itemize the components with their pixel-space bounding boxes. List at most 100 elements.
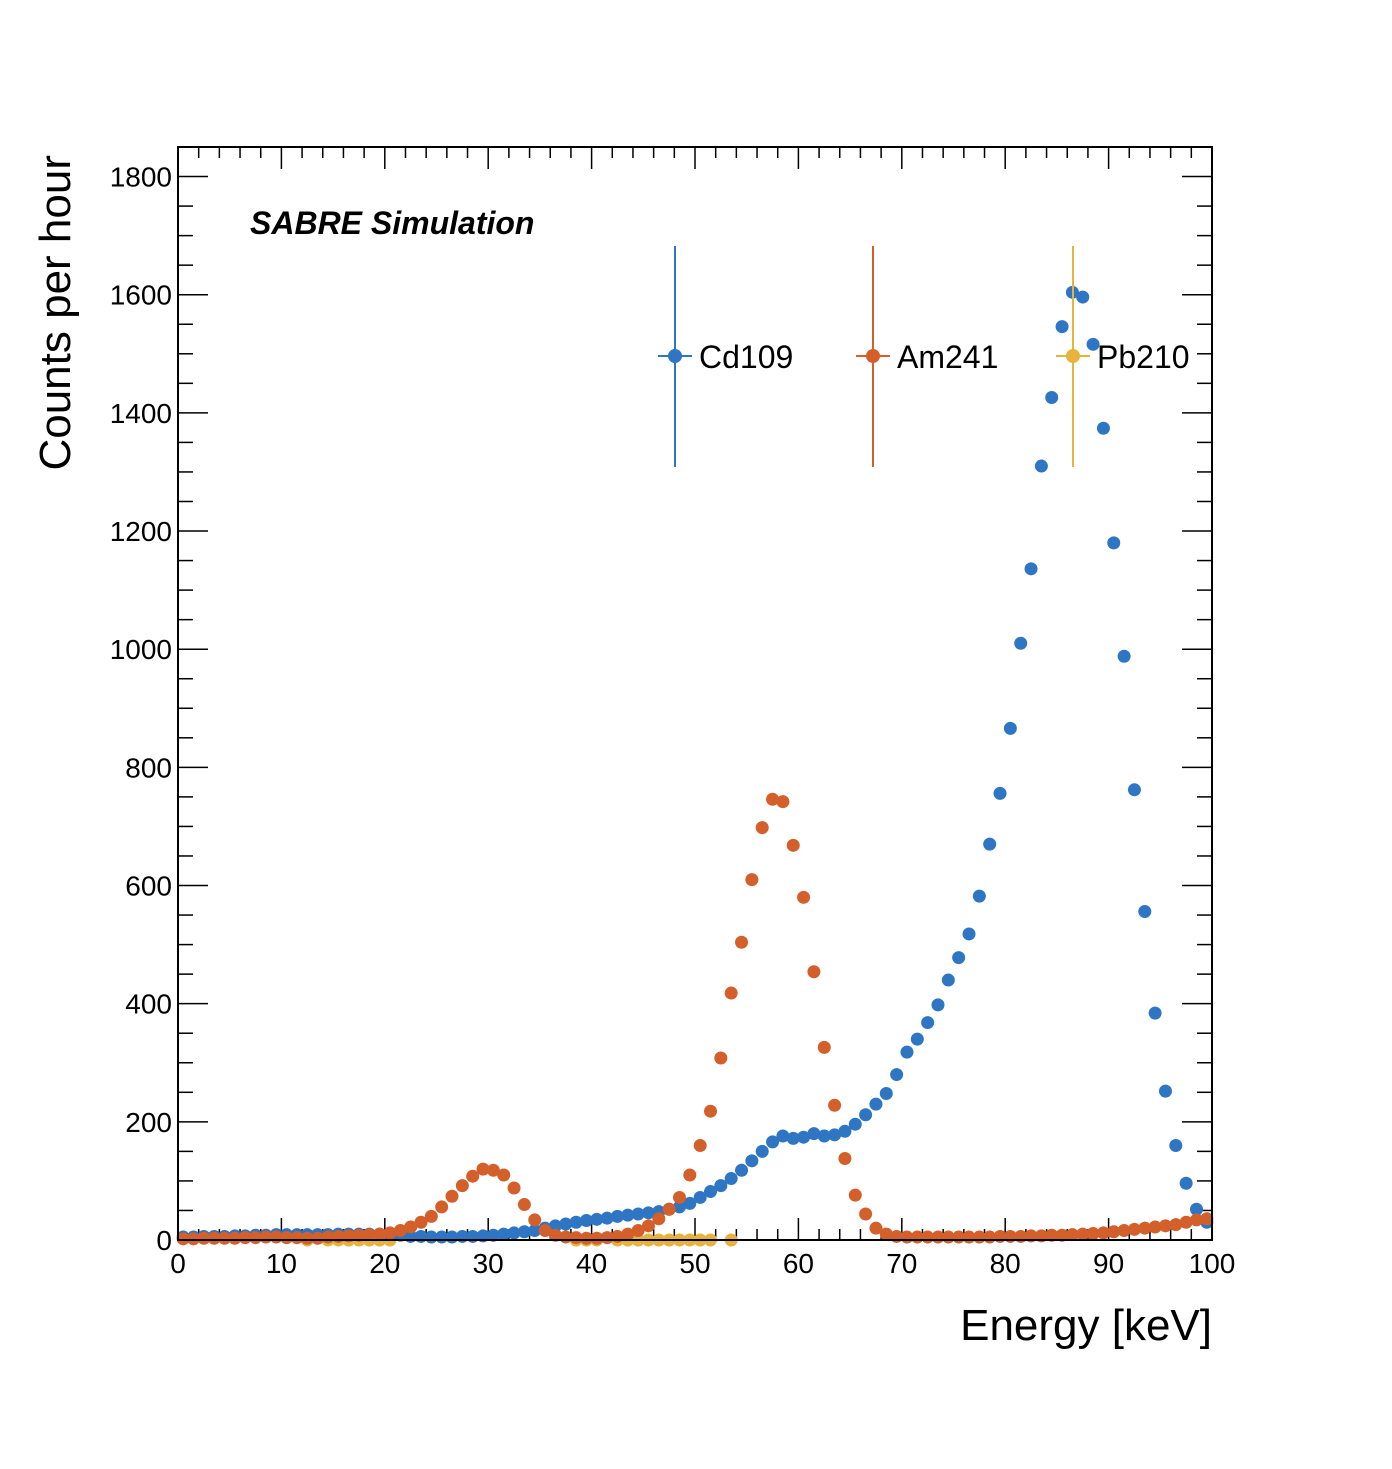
- data-point-am241: [704, 1104, 718, 1118]
- data-point-cd109: [1127, 783, 1141, 797]
- data-point-am241: [714, 1051, 728, 1065]
- data-point-cd109: [900, 1045, 914, 1059]
- x-tick-label: 60: [783, 1248, 814, 1279]
- plot-frame: [177, 146, 1213, 1241]
- data-point-am241: [1200, 1212, 1214, 1226]
- data-point-am241: [176, 1232, 190, 1246]
- data-point-am241: [641, 1219, 655, 1233]
- data-point-am241: [652, 1212, 666, 1226]
- data-point-cd109: [528, 1224, 542, 1238]
- data-point-cd109: [890, 1068, 904, 1082]
- data-point-am241: [1148, 1220, 1162, 1234]
- data-point-am241: [1107, 1225, 1121, 1239]
- data-point-am241: [1179, 1215, 1193, 1229]
- data-point-cd109: [1024, 562, 1038, 576]
- data-point-am241: [590, 1231, 604, 1245]
- legend: Cd109 Am241 Pb210: [658, 246, 1190, 467]
- data-point-am241: [445, 1189, 459, 1203]
- data-point-am241: [1076, 1227, 1090, 1241]
- y-tick-label: 1200: [110, 516, 172, 547]
- x-tick-label: 80: [990, 1248, 1021, 1279]
- data-point-am241: [476, 1162, 490, 1176]
- data-point-am241: [352, 1228, 366, 1242]
- data-point-cd109: [941, 973, 955, 987]
- data-point-am241: [755, 821, 769, 835]
- data-point-cd109: [848, 1117, 862, 1131]
- data-point-cd109: [869, 1097, 883, 1111]
- data-point-am241: [197, 1231, 211, 1245]
- data-point-am241: [435, 1200, 449, 1214]
- data-point-am241: [497, 1168, 511, 1182]
- y-axis-title: Counts per hour: [31, 155, 80, 471]
- data-point-am241: [797, 890, 811, 904]
- data-point-am241: [1138, 1221, 1152, 1235]
- data-point-am241: [466, 1169, 480, 1183]
- data-point-am241: [1086, 1227, 1100, 1241]
- data-point-cd109: [1014, 636, 1028, 650]
- data-point-am241: [404, 1220, 418, 1234]
- data-point-cd109: [879, 1086, 893, 1100]
- data-point-cd109: [672, 1200, 686, 1214]
- data-point-am241: [776, 795, 790, 809]
- data-point-cd109: [590, 1212, 604, 1226]
- data-point-am241: [207, 1231, 221, 1245]
- data-point-cd109: [962, 927, 976, 941]
- data-point-am241: [538, 1224, 552, 1238]
- data-point-am241: [528, 1213, 542, 1227]
- data-point-cd109: [631, 1207, 645, 1221]
- data-point-am241: [373, 1227, 387, 1241]
- data-point-am241: [848, 1188, 862, 1202]
- data-point-am241: [838, 1151, 852, 1165]
- data-point-am241: [672, 1190, 686, 1204]
- y-tick-label: 600: [125, 871, 172, 902]
- data-point-cd109: [559, 1217, 573, 1231]
- x-tick-label: 20: [369, 1248, 400, 1279]
- data-point-cd109: [1148, 1006, 1162, 1020]
- data-point-am241: [1117, 1224, 1131, 1238]
- data-point-am241: [218, 1231, 232, 1245]
- y-tick-label: 1000: [110, 634, 172, 665]
- legend-item-pb210: Pb210: [1056, 246, 1190, 467]
- data-point-cd109: [931, 998, 945, 1012]
- x-tick-label: 100: [1189, 1248, 1236, 1279]
- x-tick-label: 90: [1093, 1248, 1124, 1279]
- data-point-cd109: [1158, 1084, 1172, 1098]
- data-point-cd109: [1179, 1176, 1193, 1190]
- data-point-am241: [455, 1179, 469, 1193]
- data-point-cd109: [745, 1154, 759, 1168]
- x-tick-label: 10: [266, 1248, 297, 1279]
- legend-label-cd109: Cd109: [699, 339, 793, 375]
- data-point-cd109: [600, 1211, 614, 1225]
- y-tick-label: 200: [125, 1107, 172, 1138]
- data-point-am241: [828, 1098, 842, 1112]
- data-point-cd109: [952, 951, 966, 965]
- data-point-cd109: [548, 1219, 562, 1233]
- data-point-cd109: [1189, 1202, 1203, 1216]
- data-point-cd109: [859, 1108, 873, 1122]
- legend-item-cd109: Cd109: [658, 246, 793, 467]
- data-point-am241: [1169, 1218, 1183, 1232]
- data-point-cd109: [828, 1128, 842, 1142]
- data-point-am241: [300, 1231, 314, 1245]
- data-point-cd109: [776, 1129, 790, 1143]
- data-point-am241: [693, 1138, 707, 1152]
- y-tick-label: 0: [156, 1225, 172, 1256]
- data-point-am241: [187, 1232, 201, 1246]
- legend-label-pb210: Pb210: [1097, 339, 1190, 375]
- data-point-am241: [869, 1221, 883, 1235]
- data-point-cd109: [786, 1131, 800, 1145]
- x-tick-label: 50: [679, 1248, 710, 1279]
- data-point-cd109: [1055, 320, 1069, 334]
- data-point-cd109: [579, 1214, 593, 1228]
- data-point-am241: [631, 1224, 645, 1238]
- chart-annotation: SABRE Simulation: [250, 205, 534, 241]
- data-point-cd109: [569, 1215, 583, 1229]
- data-point-cd109: [972, 889, 986, 903]
- x-tick-label: 70: [886, 1248, 917, 1279]
- data-point-cd109: [714, 1179, 728, 1193]
- data-point-am241: [1045, 1228, 1059, 1242]
- data-point-am241: [817, 1040, 831, 1054]
- data-point-cd109: [766, 1135, 780, 1149]
- data-point-am241: [579, 1231, 593, 1245]
